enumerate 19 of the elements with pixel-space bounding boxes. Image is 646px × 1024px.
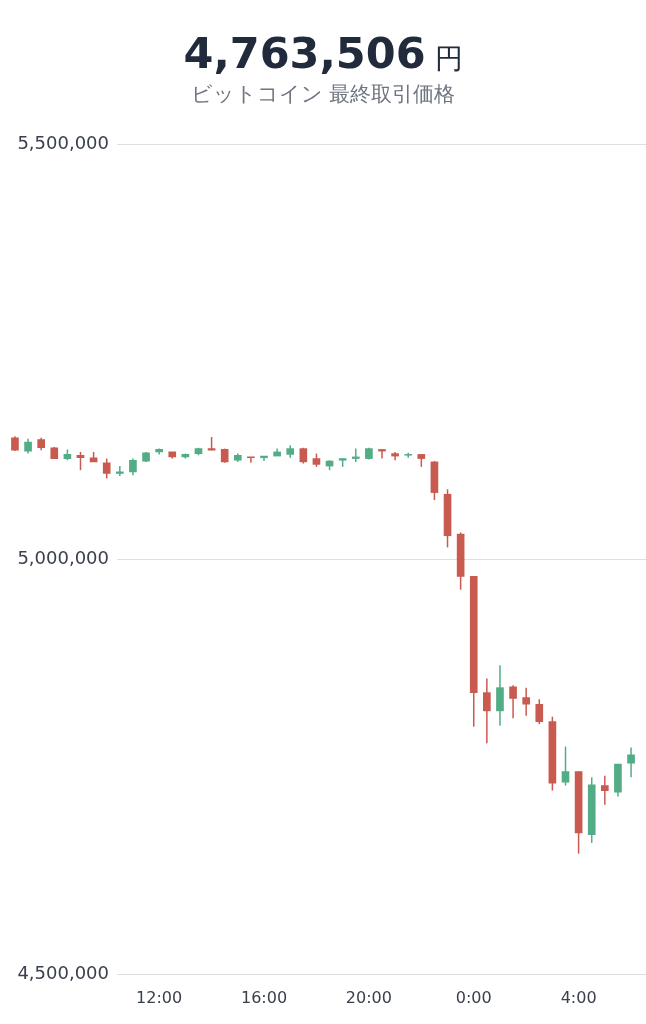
x-tick-label: 16:00 [240,987,288,1007]
candlestick [496,664,504,727]
candlestick [535,698,544,725]
candlestick [483,677,491,745]
candlestick [509,684,517,720]
chart-title: 4,763,506 円 [183,28,463,78]
candlestick [601,774,609,806]
x-tick-label: 20:00 [345,987,392,1007]
candlestick [522,686,531,717]
y-tick-label: 5,000,000 [17,546,110,568]
x-tick-label: 0:00 [455,987,492,1007]
candlestick [627,746,635,779]
x-tick-label: 4:00 [560,987,597,1007]
chart-subtitle: ビットコイン 最終取引価格 [190,82,456,107]
y-tick-label: 4,500,000 [17,961,110,983]
candlestick [561,745,570,787]
y-tick-label: 5,500,000 [17,131,110,153]
candlestick [102,457,111,480]
x-tick-label: 12:00 [136,987,183,1007]
